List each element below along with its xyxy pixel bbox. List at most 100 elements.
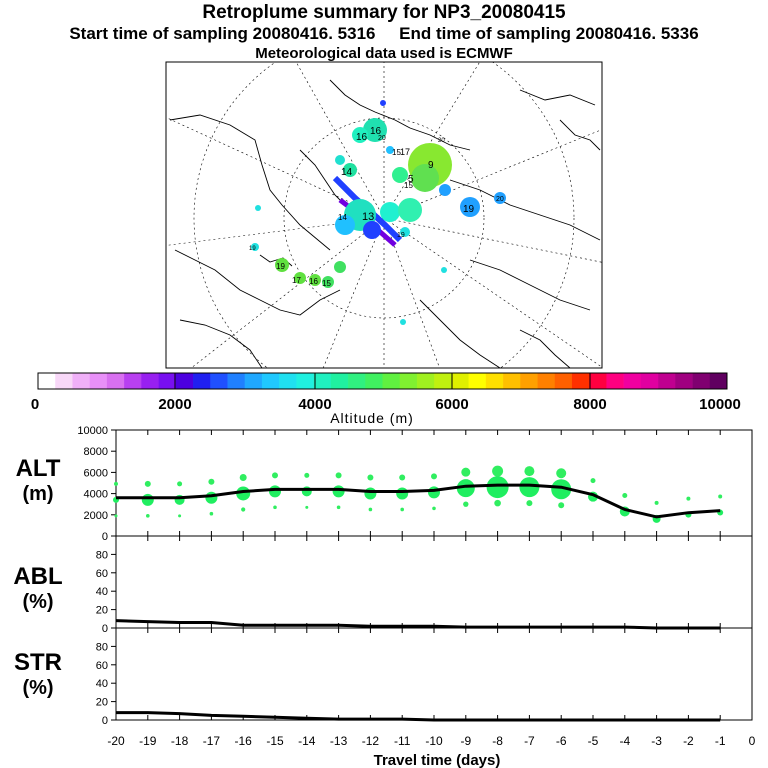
alt-bubble xyxy=(686,496,691,501)
alt-bubble xyxy=(335,472,342,479)
colorbar-swatch xyxy=(485,373,504,389)
alt-bubble xyxy=(551,479,572,500)
colorbar-swatch xyxy=(520,373,538,389)
colorbar-swatch xyxy=(554,373,573,389)
colorbar-swatch xyxy=(55,373,73,389)
x-tick-label: -16 xyxy=(235,734,253,748)
x-tick-label: -6 xyxy=(556,734,567,748)
alt-bubble xyxy=(301,486,312,497)
map-label: 15 xyxy=(404,181,413,190)
x-tick-label: -20 xyxy=(107,734,125,748)
alt-bubble xyxy=(492,465,504,477)
alt-bubble xyxy=(526,500,533,507)
x-tick-label: -9 xyxy=(460,734,471,748)
colorbar-swatch xyxy=(296,373,314,389)
y-tick-label: 8000 xyxy=(84,446,108,458)
x-tick-label: -5 xyxy=(588,734,599,748)
y-tick-label: 10000 xyxy=(77,425,108,437)
alt-bubble xyxy=(368,507,373,512)
alt-bubble xyxy=(146,514,150,518)
colorbar-tick: 8000 xyxy=(573,396,606,413)
met-data-label: Meteorological data used is ECMWF xyxy=(255,45,513,62)
str-panel-unit: (%) xyxy=(22,677,53,699)
y-tick-label: 60 xyxy=(96,568,108,580)
map-labels: 16 16 20 15 17 14 9 5 19 20 14 15 13 19 … xyxy=(249,126,504,288)
colorbar-swatch xyxy=(244,373,263,389)
x-tick-label: -3 xyxy=(651,734,662,748)
alt-bubble xyxy=(456,479,475,498)
y-tick-label: 0 xyxy=(102,715,108,727)
alt-bubble xyxy=(273,505,277,510)
y-tick-label: 80 xyxy=(96,641,108,653)
abl-yaxis: 0 20 40 60 80 xyxy=(96,536,753,635)
abl-panel-unit: (%) xyxy=(22,591,53,613)
sampling-times: Start time of sampling 20080416. 5316 En… xyxy=(0,24,768,44)
x-tick-label: 0 xyxy=(749,734,756,748)
x-tick-label: -7 xyxy=(524,734,535,748)
alt-bubble xyxy=(556,468,567,479)
map-label: 14 xyxy=(341,167,353,178)
abl-panel: ABL (%) 0 20 40 60 80 xyxy=(13,535,753,635)
alt-bubble xyxy=(336,505,341,510)
alt-bubble xyxy=(332,485,345,498)
alt-bubble xyxy=(305,505,309,509)
alt-bubble xyxy=(486,476,509,499)
map-label: 17 xyxy=(400,147,410,157)
x-axis-ticks: -20 -19 -18 -17 -16 -15 -14 -13 -12 -11 -10 -9 -8 -7-… xyxy=(107,734,755,748)
colorbar-swatch xyxy=(675,373,693,389)
colorbar-tick: 2000 xyxy=(158,396,191,413)
x-tick-label: -8 xyxy=(492,734,503,748)
map-label: 5 xyxy=(408,174,414,185)
map-label: 16 xyxy=(370,126,382,137)
colorbar-tick: 10000 xyxy=(699,396,741,413)
y-tick-label: 20 xyxy=(96,697,108,709)
colorbar-swatch xyxy=(313,373,332,389)
y-tick-label: 20 xyxy=(96,605,108,617)
x-tick-label: -12 xyxy=(362,734,380,748)
colorbar-swatch xyxy=(623,373,642,389)
map-label: 16 xyxy=(309,277,318,286)
colorbar-swatch xyxy=(503,373,521,389)
alt-panel: ALT (m) 0 2000 4000 6000 8000 10000 xyxy=(16,425,753,543)
alt-bubble xyxy=(428,486,440,499)
alt-bubble xyxy=(241,507,246,512)
str-series-line xyxy=(116,711,721,722)
str-panel-label: STR xyxy=(14,649,62,676)
alt-panel-label: ALT xyxy=(16,455,61,482)
colorbar-swatch xyxy=(451,373,469,389)
alt-bubbles xyxy=(113,465,724,523)
colorbar-swatch xyxy=(434,373,452,389)
colorbar-tick: 4000 xyxy=(298,396,331,413)
colorbar-swatch xyxy=(106,373,125,389)
colorbar-swatch xyxy=(72,373,90,389)
colorbar-tick: 6000 xyxy=(435,396,468,413)
colorbar-swatch xyxy=(193,373,211,389)
y-tick-label: 2000 xyxy=(84,510,108,522)
map-label: 15 xyxy=(392,148,401,157)
colorbar-swatch xyxy=(279,373,297,389)
map-label: 19 xyxy=(463,204,475,215)
colorbar-swatch xyxy=(227,373,245,389)
map-label: 19 xyxy=(397,232,405,239)
colorbar-swatch xyxy=(141,373,159,389)
alt-panel-unit: (m) xyxy=(22,483,53,505)
colorbar-frame xyxy=(37,372,728,390)
chart-title: Retroplume summary for NP3_20080415 xyxy=(202,2,566,23)
map-label: 19 xyxy=(249,246,256,252)
colorbar-swatch xyxy=(537,373,556,389)
colorbar-swatch xyxy=(38,373,56,389)
y-tick-label: 40 xyxy=(96,586,108,598)
alt-bubble xyxy=(463,501,469,507)
colorbar-swatch xyxy=(640,373,659,389)
alt-bubble xyxy=(494,499,501,507)
alt-series-line xyxy=(116,483,721,519)
alt-bubble xyxy=(396,487,409,500)
alt-bubble xyxy=(205,491,218,504)
alt-bubble xyxy=(208,478,215,485)
colorbar-swatch xyxy=(606,373,624,389)
alt-bubble xyxy=(269,485,281,498)
map-label: 20 xyxy=(378,135,386,142)
y-tick-label: 60 xyxy=(96,660,108,672)
map-label: 19 xyxy=(276,262,285,271)
abl-panel-label: ABL xyxy=(13,563,62,590)
